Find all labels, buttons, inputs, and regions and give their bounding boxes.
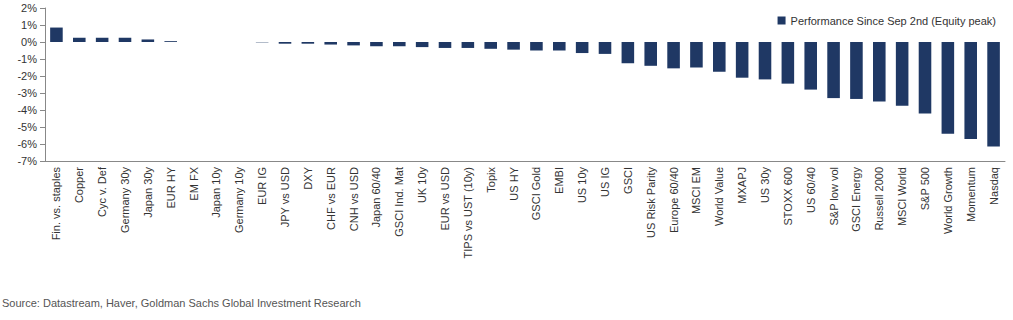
svg-text:CNH vs USD: CNH vs USD bbox=[348, 167, 360, 231]
svg-text:STOXX 600: STOXX 600 bbox=[782, 167, 794, 226]
svg-text:DXY: DXY bbox=[302, 166, 314, 189]
svg-text:US 60/40: US 60/40 bbox=[805, 167, 817, 213]
svg-text:EM FX: EM FX bbox=[188, 166, 200, 200]
svg-text:US 30y: US 30y bbox=[759, 167, 771, 204]
svg-text:GSCI Energy: GSCI Energy bbox=[850, 167, 862, 232]
svg-text:US 10y: US 10y bbox=[576, 167, 588, 204]
svg-text:MSCI EM: MSCI EM bbox=[690, 167, 702, 214]
svg-text:GSCI Ind. Mat: GSCI Ind. Mat bbox=[393, 167, 405, 237]
svg-text:EUR IG: EUR IG bbox=[256, 167, 268, 205]
svg-text:CHF vs EUR: CHF vs EUR bbox=[325, 167, 337, 230]
svg-text:Russell 2000: Russell 2000 bbox=[873, 167, 885, 231]
svg-text:EUR HY: EUR HY bbox=[165, 166, 177, 208]
svg-text:Performance Since Sep 2nd (Equ: Performance Since Sep 2nd (Equity peak) bbox=[791, 15, 996, 27]
svg-text:Japan 60/40: Japan 60/40 bbox=[370, 167, 382, 228]
svg-text:-3%: -3% bbox=[17, 87, 37, 99]
svg-text:Cyc v. Def: Cyc v. Def bbox=[96, 166, 108, 217]
svg-text:Japan 10y: Japan 10y bbox=[210, 167, 222, 218]
svg-text:MSCI World: MSCI World bbox=[896, 167, 908, 226]
svg-text:Japan 30y: Japan 30y bbox=[142, 167, 154, 218]
svg-text:World Growth: World Growth bbox=[942, 167, 954, 234]
svg-text:MXAPJ: MXAPJ bbox=[736, 167, 748, 204]
svg-text:GSCI Gold: GSCI Gold bbox=[530, 167, 542, 220]
svg-text:World Value: World Value bbox=[713, 167, 725, 226]
svg-text:2%: 2% bbox=[21, 2, 37, 14]
svg-text:1%: 1% bbox=[21, 19, 37, 31]
svg-text:Nasdaq: Nasdaq bbox=[988, 167, 1000, 205]
svg-text:TIPS vs UST (10y): TIPS vs UST (10y) bbox=[462, 167, 474, 258]
svg-text:-4%: -4% bbox=[17, 104, 37, 116]
svg-text:US IG: US IG bbox=[599, 167, 611, 197]
svg-text:-2%: -2% bbox=[17, 70, 37, 82]
svg-text:Fin. vs. staples: Fin. vs. staples bbox=[50, 167, 62, 241]
svg-text:Momentum: Momentum bbox=[965, 167, 977, 222]
svg-text:Germany 10y: Germany 10y bbox=[233, 167, 245, 234]
svg-text:JPY vs USD: JPY vs USD bbox=[279, 167, 291, 227]
svg-text:US HY: US HY bbox=[508, 166, 520, 200]
svg-text:Source: Datastream, Haver, Gol: Source: Datastream, Haver, Goldman Sachs… bbox=[2, 297, 361, 309]
svg-text:EUR vs USD: EUR vs USD bbox=[439, 167, 451, 231]
svg-text:US Risk Parity: US Risk Parity bbox=[645, 167, 657, 238]
svg-text:0%: 0% bbox=[21, 36, 37, 48]
svg-text:-1%: -1% bbox=[17, 53, 37, 65]
svg-text:-6%: -6% bbox=[17, 138, 37, 150]
svg-text:Europe 60/40: Europe 60/40 bbox=[668, 167, 680, 233]
svg-text:S&P 500: S&P 500 bbox=[919, 167, 931, 210]
svg-text:Germany 30y: Germany 30y bbox=[119, 167, 131, 234]
svg-text:Copper: Copper bbox=[73, 167, 85, 203]
svg-text:EMBI: EMBI bbox=[553, 167, 565, 194]
svg-text:GSCI: GSCI bbox=[622, 167, 634, 194]
svg-text:-5%: -5% bbox=[17, 121, 37, 133]
svg-text:S&P low vol: S&P low vol bbox=[828, 167, 840, 226]
svg-text:-7%: -7% bbox=[17, 155, 37, 167]
svg-text:Topix: Topix bbox=[485, 167, 497, 193]
svg-text:UK 10y: UK 10y bbox=[416, 167, 428, 204]
